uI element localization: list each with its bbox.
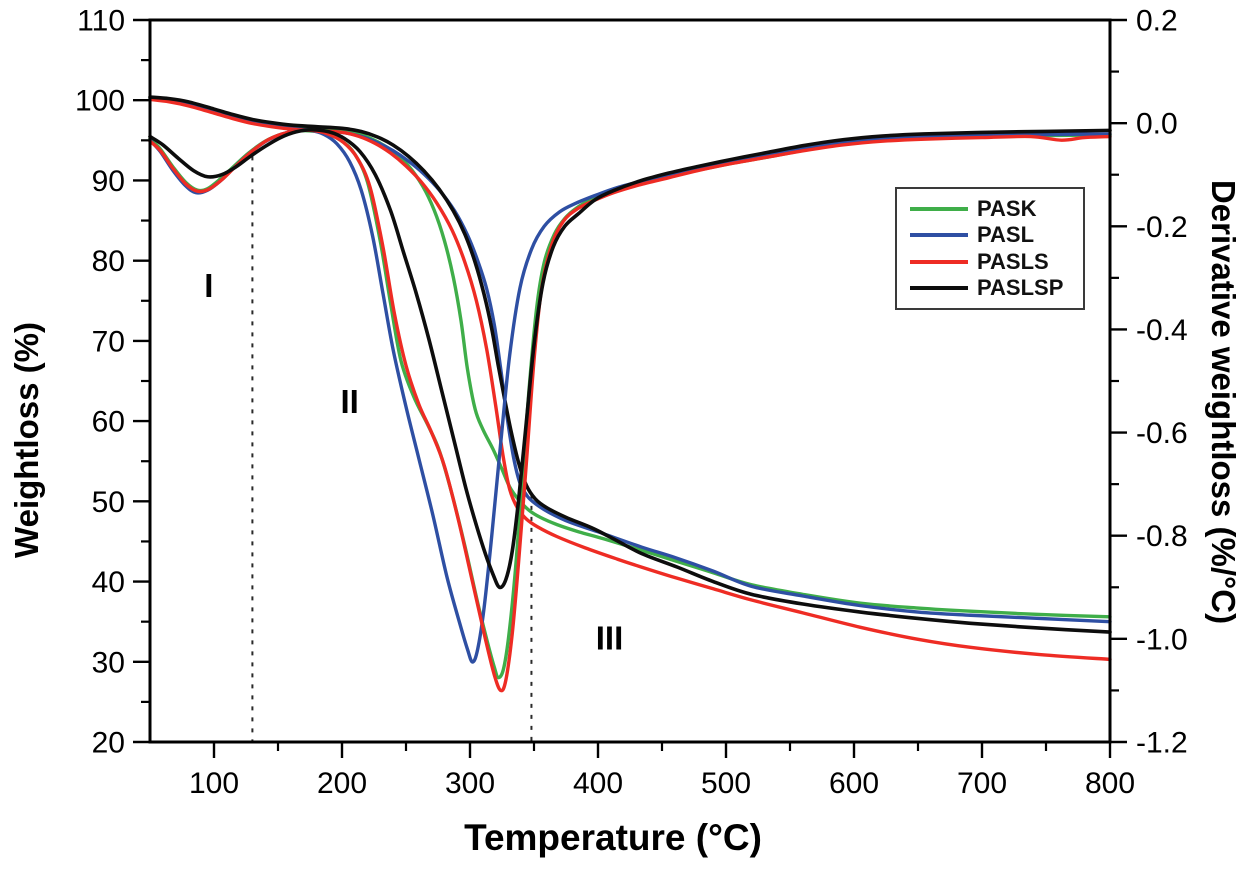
legend-swatch-pasls	[910, 259, 968, 264]
x-tick-label: 700	[957, 767, 1007, 800]
y-right-tick-label: -0.6	[1136, 417, 1188, 450]
x-tick-label: 100	[189, 767, 239, 800]
region-label-ii: II	[341, 383, 359, 420]
y-right-tick-label: -1.0	[1136, 623, 1188, 656]
x-tick-label: 500	[701, 767, 751, 800]
legend-item-paslsp: PASLSP	[897, 277, 1083, 299]
legend-label: PASL	[977, 222, 1035, 248]
y-left-tick-label: 80	[92, 245, 125, 278]
y-right-tick-label: -0.4	[1136, 314, 1188, 347]
curve-tga-pasl	[148, 96, 1112, 624]
y-right-tick-label: 0.0	[1136, 108, 1178, 141]
x-tick-label: 600	[829, 767, 879, 800]
y-left-tick-label: 110	[77, 5, 125, 38]
curve-dtg-paslsp	[148, 128, 1112, 590]
legend-label: PASK	[977, 195, 1037, 221]
y-left-tick-label: 70	[92, 325, 125, 358]
legend-swatch-paslsp	[910, 286, 968, 291]
x-tick-label: 300	[445, 767, 495, 800]
y-left-tick-label: 50	[92, 486, 125, 519]
curve-tga-paslsp	[148, 95, 1112, 634]
y-left-tick-label: 100	[75, 85, 125, 118]
y-right-tick-label: 0.2	[1136, 5, 1178, 38]
legend: PASK PASL PASLS PASLSP	[895, 187, 1085, 310]
curve-dtg-pasls	[148, 128, 1112, 693]
y-right-tick-label: -1.2	[1136, 727, 1188, 760]
legend-item-pasl: PASL	[897, 224, 1083, 246]
x-tick-label: 400	[573, 767, 623, 800]
legend-label: PASLS	[977, 248, 1049, 274]
y-left-tick-label: 30	[92, 646, 125, 679]
y-left-tick-label: 90	[92, 165, 125, 198]
x-axis: 100 200 300 400 500 600 700 800	[189, 742, 1135, 800]
y-left-tick-label: 20	[92, 727, 125, 760]
legend-swatch-pask	[910, 206, 968, 211]
dashed-region-dividers	[251, 156, 533, 742]
curve-tga-pask	[148, 96, 1112, 619]
legend-item-pasls: PASLS	[897, 248, 1083, 274]
curves	[148, 95, 1112, 693]
legend-swatch-pasl	[910, 233, 968, 238]
x-tick-label: 800	[1085, 767, 1135, 800]
legend-item-pask: PASK	[897, 195, 1083, 221]
region-label-iii: III	[596, 620, 624, 657]
left-axis-title: Weightloss (%)	[8, 322, 45, 558]
y-right-tick-label: -0.2	[1136, 211, 1188, 244]
curve-tga-pasls	[148, 97, 1112, 662]
y-left-axis: 110 100 90 80 70 60 50 40 30 20	[75, 5, 150, 760]
y-left-tick-label: 60	[92, 406, 125, 439]
right-axis-title: Derivative weightloss (%/°C)	[1205, 179, 1242, 625]
legend-label: PASLSP	[977, 275, 1064, 301]
y-right-tick-label: -0.8	[1136, 520, 1188, 553]
x-axis-title: Temperature (°C)	[464, 817, 762, 858]
y-left-tick-label: 40	[92, 566, 125, 599]
x-tick-label: 200	[317, 767, 367, 800]
region-label-i: I	[204, 267, 213, 304]
y-right-axis: 0.2 0.0 -0.2 -0.4 -0.6 -0.8 -1.0 -1.2	[1110, 5, 1188, 760]
